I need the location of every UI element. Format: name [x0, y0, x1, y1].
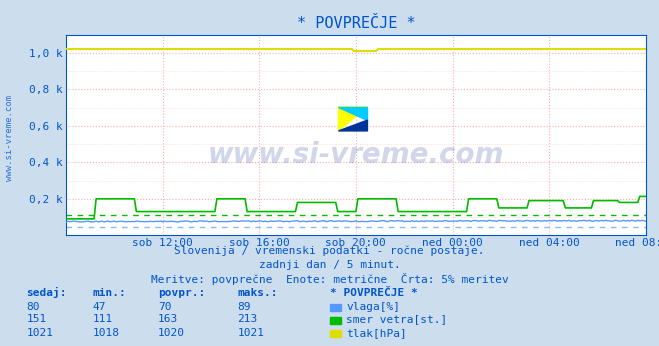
Text: 1021: 1021: [26, 328, 53, 338]
Text: 1021: 1021: [237, 328, 264, 338]
Text: 213: 213: [237, 315, 258, 325]
Text: * POVPREČJE *: * POVPREČJE *: [330, 288, 417, 298]
Polygon shape: [339, 107, 368, 131]
Text: zadnji dan / 5 minut.: zadnji dan / 5 minut.: [258, 260, 401, 270]
Text: www.si-vreme.com: www.si-vreme.com: [5, 95, 14, 181]
Text: Meritve: povprečne  Enote: metrične  Črta: 5% meritev: Meritve: povprečne Enote: metrične Črta:…: [151, 273, 508, 284]
Text: 151: 151: [26, 315, 47, 325]
Polygon shape: [339, 120, 368, 131]
Text: maks.:: maks.:: [237, 288, 277, 298]
Text: sedaj:: sedaj:: [26, 287, 67, 298]
Text: 47: 47: [92, 302, 105, 312]
Text: 80: 80: [26, 302, 40, 312]
Text: 1018: 1018: [92, 328, 119, 338]
Text: tlak[hPa]: tlak[hPa]: [346, 328, 407, 338]
Text: min.:: min.:: [92, 288, 126, 298]
Text: 111: 111: [92, 315, 113, 325]
Text: vlaga[%]: vlaga[%]: [346, 302, 400, 312]
Polygon shape: [339, 107, 368, 120]
Text: 163: 163: [158, 315, 179, 325]
Text: 89: 89: [237, 302, 250, 312]
Text: povpr.:: povpr.:: [158, 288, 206, 298]
Title: * POVPREČJE *: * POVPREČJE *: [297, 16, 415, 31]
Text: Slovenija / vremenski podatki - ročne postaje.: Slovenija / vremenski podatki - ročne po…: [174, 246, 485, 256]
Text: 1020: 1020: [158, 328, 185, 338]
Text: www.si-vreme.com: www.si-vreme.com: [208, 141, 504, 169]
Text: 70: 70: [158, 302, 171, 312]
Text: smer vetra[st.]: smer vetra[st.]: [346, 315, 447, 325]
